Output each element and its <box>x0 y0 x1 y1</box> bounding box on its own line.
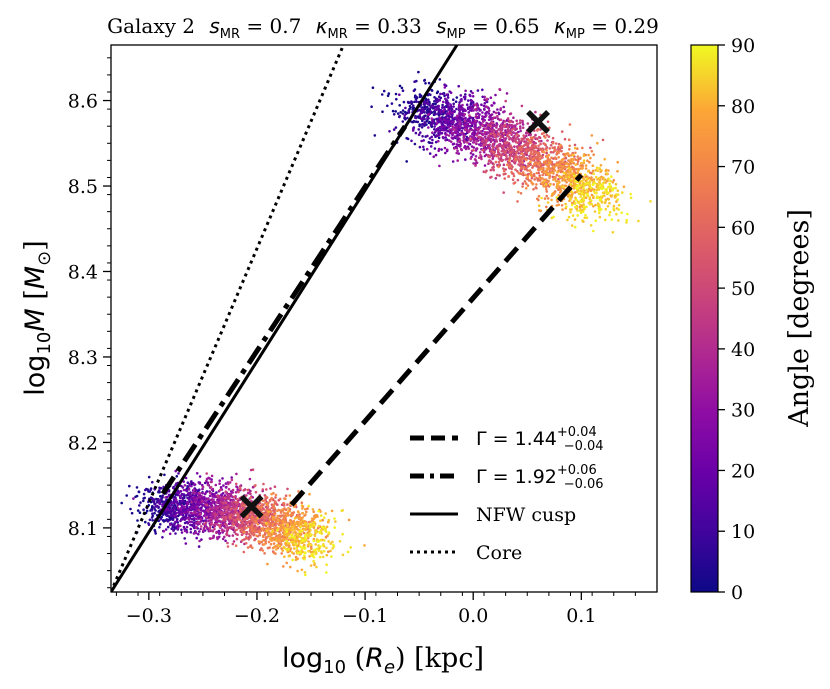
fit-lines <box>111 45 584 592</box>
legend-label: Γ = 1.44+0.04 −0.04 <box>476 425 604 454</box>
legend-entry-dashdot: Γ = 1.92+0.06 −0.06 <box>410 463 604 492</box>
x-tick-label: −0.3 <box>126 605 172 627</box>
x-marker-0 <box>239 494 264 519</box>
line-solid <box>111 45 459 592</box>
x-tick-label: −0.2 <box>234 605 280 627</box>
x-tick-label: −0.1 <box>342 605 388 627</box>
legend-entry-solid: NFW cusp <box>410 504 576 526</box>
line-dashdot <box>160 124 408 496</box>
colorbar-tick-label: 70 <box>731 157 755 179</box>
colorbar <box>690 44 719 593</box>
y-tick-label: 8.3 <box>68 347 98 369</box>
chart-title: Galaxy 2 sMR = 0.7 κMR = 0.33 sMP = 0.65… <box>107 14 659 42</box>
colorbar-tick-label: 60 <box>731 217 755 239</box>
plot-frame <box>110 44 658 593</box>
y-axis-label: log10M [M⊙] <box>20 240 55 395</box>
colorbar-tick-label: 20 <box>731 460 755 482</box>
legend-entry-dashed: Γ = 1.44+0.04 −0.04 <box>410 425 604 454</box>
colorbar-tick-label: 10 <box>731 521 755 543</box>
x-axis-label: log10 (Re) [kpc] <box>282 643 484 678</box>
x-tick-label: 0.1 <box>566 605 596 627</box>
line-dotted <box>111 45 345 592</box>
y-tick-label: 8.1 <box>68 518 98 540</box>
scatter-points <box>120 70 652 577</box>
y-tick-label: 8.4 <box>68 261 98 283</box>
colorbar-tick-label: 40 <box>731 339 755 361</box>
y-tick-label: 8.2 <box>68 432 98 454</box>
legend-entry-dotted: Core <box>410 542 522 564</box>
y-tick-label: 8.6 <box>68 91 98 113</box>
colorbar-tick-label: 0 <box>731 582 743 604</box>
colorbar-tick-label: 50 <box>731 278 755 300</box>
y-axis-ticks: 8.1 8.2 8.3 8.4 8.5 8.6 <box>68 57 111 589</box>
colorbar-tick-label: 90 <box>731 35 755 57</box>
colorbar-label: Angle [degrees] <box>784 209 815 428</box>
colorbar-tick-label: 30 <box>731 400 755 422</box>
legend: Γ = 1.44+0.04 −0.04 Γ = 1.92+0.06 −0.06 NFW … <box>410 425 604 564</box>
colorbar-tick-label: 80 <box>731 96 755 118</box>
y-tick-label: 8.5 <box>68 176 98 198</box>
line-dashed <box>289 173 584 507</box>
legend-label: Γ = 1.92+0.06 −0.06 <box>476 463 604 492</box>
x-axis-ticks: −0.3 −0.2 −0.1 0.0 0.1 <box>115 592 636 627</box>
colorbar-ticks: 0 10 20 30 40 50 60 70 80 90 <box>718 35 755 604</box>
scatter-cloud-upper <box>370 70 652 234</box>
x-tick-label: 0.0 <box>458 605 488 627</box>
center-markers <box>239 109 551 519</box>
scatter-cloud-lower <box>120 468 366 577</box>
legend-label: NFW cusp <box>476 504 576 526</box>
legend-label: Core <box>476 542 522 564</box>
x-marker-1 <box>526 109 551 134</box>
